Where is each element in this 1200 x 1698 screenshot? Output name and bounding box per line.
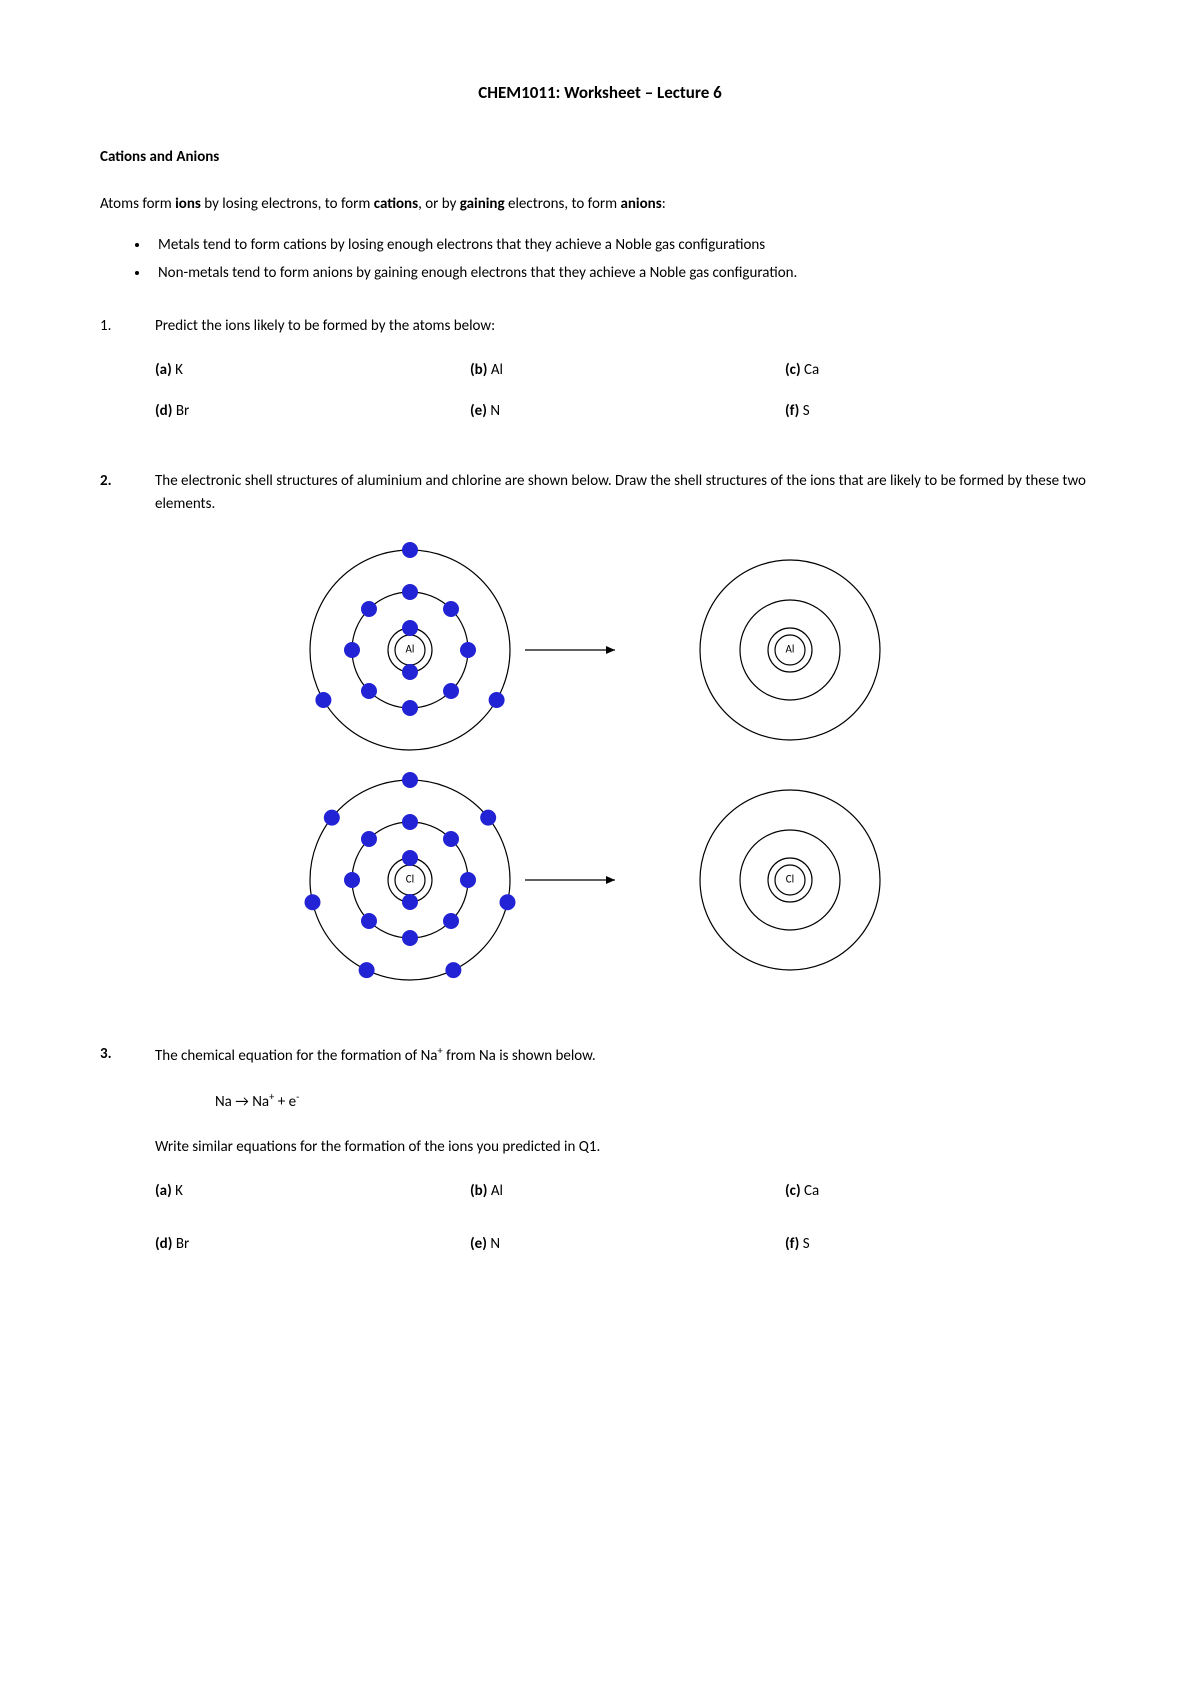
option-value: Br <box>176 402 189 420</box>
question-1: 1. Predict the ions likely to be formed … <box>100 315 1100 441</box>
svg-text:Cl: Cl <box>406 873 414 886</box>
option-value: Br <box>176 1235 189 1253</box>
option-label: (a) <box>155 361 172 379</box>
svg-text:Al: Al <box>786 643 795 656</box>
option-c: (c) Ca <box>785 1180 1100 1203</box>
question-text: The chemical equation for the formation … <box>155 1043 1100 1068</box>
svg-text:Cl: Cl <box>786 873 794 886</box>
question-2: 2. The electronic shell structures of al… <box>100 470 1100 515</box>
arrow-icon: → <box>235 1093 249 1111</box>
option-label: (e) <box>470 1235 487 1253</box>
svg-text:Al: Al <box>406 643 415 656</box>
question-number: 2. <box>100 470 155 515</box>
option-label: (f) <box>785 402 799 420</box>
option-value: K <box>175 361 183 379</box>
superscript: - <box>296 1090 299 1103</box>
option-value: S <box>803 402 810 420</box>
page-title: CHEM1011: Worksheet – Lecture 6 <box>100 80 1100 106</box>
question-text-2: Write similar equations for the formatio… <box>155 1136 1100 1159</box>
option-label: (f) <box>785 1235 799 1253</box>
option-b: (b) Al <box>470 359 785 382</box>
option-b: (b) Al <box>470 1180 785 1203</box>
option-label: (b) <box>470 1182 487 1200</box>
list-item: Non-metals tend to form anions by gainin… <box>150 262 1100 285</box>
intro-paragraph: Atoms form ions by losing electrons, to … <box>100 193 1100 216</box>
question-3: 3. The chemical equation for the formati… <box>100 1043 1100 1274</box>
option-value: K <box>175 1182 183 1200</box>
option-c: (c) Ca <box>785 359 1100 382</box>
option-d: (d) Br <box>155 1233 470 1256</box>
intro-bold: anions <box>620 195 661 213</box>
option-label: (b) <box>470 361 487 379</box>
eqn-part: + e <box>274 1093 296 1111</box>
option-label: (e) <box>470 402 487 420</box>
q3-text: The chemical equation for the formation … <box>155 1047 437 1065</box>
eqn-part: Na <box>215 1093 235 1111</box>
intro-text: Atoms form <box>100 195 175 213</box>
intro-text: by losing electrons, to form <box>201 195 374 213</box>
option-f: (f) S <box>785 400 1100 423</box>
list-item: Metals tend to form cations by losing en… <box>150 234 1100 257</box>
question-text: Predict the ions likely to be formed by … <box>155 315 1100 338</box>
option-value: N <box>490 1235 500 1253</box>
option-a: (a) K <box>155 1180 470 1203</box>
q3-text: from Na is shown below. <box>443 1047 596 1065</box>
option-value: N <box>490 402 500 420</box>
option-label: (c) <box>785 361 801 379</box>
option-value: Ca <box>804 1182 819 1200</box>
question-text: The electronic shell structures of alumi… <box>155 470 1100 515</box>
question-number: 1. <box>100 315 155 441</box>
intro-text: electrons, to form <box>505 195 621 213</box>
option-label: (d) <box>155 402 172 420</box>
option-value: S <box>803 1235 810 1253</box>
bullet-list: Metals tend to form cations by losing en… <box>100 234 1100 285</box>
option-value: Ca <box>804 361 819 379</box>
option-d: (d) Br <box>155 400 470 423</box>
intro-bold: gaining <box>460 195 505 213</box>
option-label: (a) <box>155 1182 172 1200</box>
option-value: Al <box>491 1182 503 1200</box>
shell-diagram: Al Al Cl Cl <box>100 535 1100 1003</box>
option-label: (c) <box>785 1182 801 1200</box>
intro-text: , or by <box>418 195 460 213</box>
option-a: (a) K <box>155 359 470 382</box>
intro-text: : <box>662 195 666 213</box>
intro-bold: cations <box>374 195 418 213</box>
option-label: (d) <box>155 1235 172 1253</box>
eqn-part: Na <box>249 1093 269 1111</box>
option-e: (e) N <box>470 400 785 423</box>
option-value: Al <box>491 361 503 379</box>
option-f: (f) S <box>785 1233 1100 1256</box>
question-number: 3. <box>100 1043 155 1274</box>
section-heading: Cations and Anions <box>100 146 1100 169</box>
equation: Na → Na+ + e- <box>215 1089 1100 1114</box>
intro-bold: ions <box>175 195 201 213</box>
option-e: (e) N <box>470 1233 785 1256</box>
